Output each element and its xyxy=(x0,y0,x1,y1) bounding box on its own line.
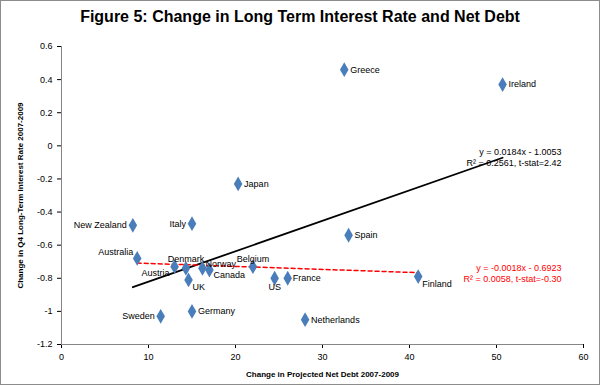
svg-text:0.2: 0.2 xyxy=(40,108,53,118)
svg-text:10: 10 xyxy=(143,352,153,362)
svg-text:30: 30 xyxy=(317,352,327,362)
svg-text:-1: -1 xyxy=(44,306,52,316)
svg-text:20: 20 xyxy=(230,352,240,362)
svg-text:Spain: Spain xyxy=(355,230,378,240)
svg-text:0: 0 xyxy=(59,352,64,362)
svg-text:Denmark: Denmark xyxy=(168,254,205,264)
svg-text:Norway: Norway xyxy=(205,259,236,269)
svg-text:0.4: 0.4 xyxy=(40,74,53,84)
svg-text:50: 50 xyxy=(491,352,501,362)
svg-text:New Zealand: New Zealand xyxy=(74,220,127,230)
svg-text:Australia: Australia xyxy=(98,247,133,257)
svg-text:Ireland: Ireland xyxy=(509,79,537,89)
svg-text:Finland: Finland xyxy=(422,279,452,289)
svg-text:UK: UK xyxy=(193,282,206,292)
svg-text:0.6: 0.6 xyxy=(40,41,53,51)
svg-text:Canada: Canada xyxy=(213,270,245,280)
svg-text:40: 40 xyxy=(404,352,414,362)
svg-text:Belgium: Belgium xyxy=(237,254,270,264)
svg-text:Italy: Italy xyxy=(169,219,186,229)
svg-text:y = -0.0018x - 0.6923R² = 0.00: y = -0.0018x - 0.6923R² = 0.0058, t-stat… xyxy=(463,262,561,283)
svg-text:Greece: Greece xyxy=(350,65,380,75)
svg-text:Sweden: Sweden xyxy=(122,311,155,321)
svg-text:-0.6: -0.6 xyxy=(37,240,53,250)
svg-text:Change in Q4 Long-Term Interes: Change in Q4 Long-Term Interest Rate 200… xyxy=(16,102,25,289)
svg-text:-0.2: -0.2 xyxy=(37,174,53,184)
svg-text:Germany: Germany xyxy=(198,306,236,316)
svg-text:Netherlands: Netherlands xyxy=(311,315,360,325)
svg-text:Change in Projected Net Debt 2: Change in Projected Net Debt 2007-2009 xyxy=(246,370,399,379)
svg-text:France: France xyxy=(293,273,321,283)
svg-text:y = 0.0184x - 1.0053R² = 0.256: y = 0.0184x - 1.0053R² = 0.2561, t-stat=… xyxy=(466,146,561,167)
svg-text:-0.4: -0.4 xyxy=(37,207,53,217)
svg-text:-1.2: -1.2 xyxy=(37,339,53,349)
svg-text:Japan: Japan xyxy=(244,179,269,189)
svg-text:US: US xyxy=(268,282,281,292)
html-text:Figure 5: Change in Long Term: Figure 5: Change in Long Term Interest R… xyxy=(80,8,520,25)
svg-text:0: 0 xyxy=(47,141,52,151)
svg-text:60: 60 xyxy=(578,352,588,362)
svg-text:-0.8: -0.8 xyxy=(37,273,53,283)
svg-text:Austria: Austria xyxy=(142,268,170,278)
